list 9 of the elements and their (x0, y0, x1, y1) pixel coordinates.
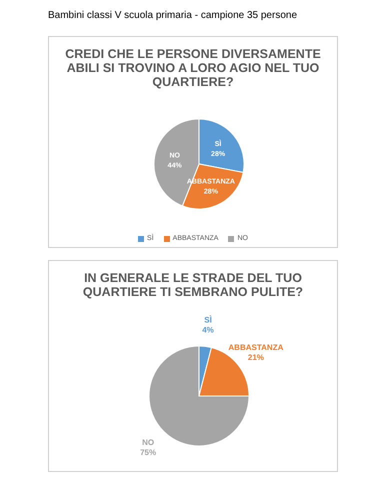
chart-title: CREDI CHE LE PERSONE DIVERSAMENTE ABILI SI TROVINO A LORO AGIO NEL TUO QUARTIERE? (64, 46, 322, 89)
data-label: 21% (248, 352, 264, 362)
slice-label: ABBASTANZA (228, 342, 284, 352)
text: Bambini classi V scuola primaria - campione 35 persone (48, 10, 298, 21)
slice-label: NO (142, 438, 154, 447)
chart-title: IN GENERALE LE STRADE DEL TUO QUARTIERE TI SEMBRANO PULITE? (82, 270, 304, 299)
slice-label: SÌ (204, 314, 212, 325)
data-label: 4% (202, 326, 214, 335)
data-label: 75% (140, 448, 156, 457)
